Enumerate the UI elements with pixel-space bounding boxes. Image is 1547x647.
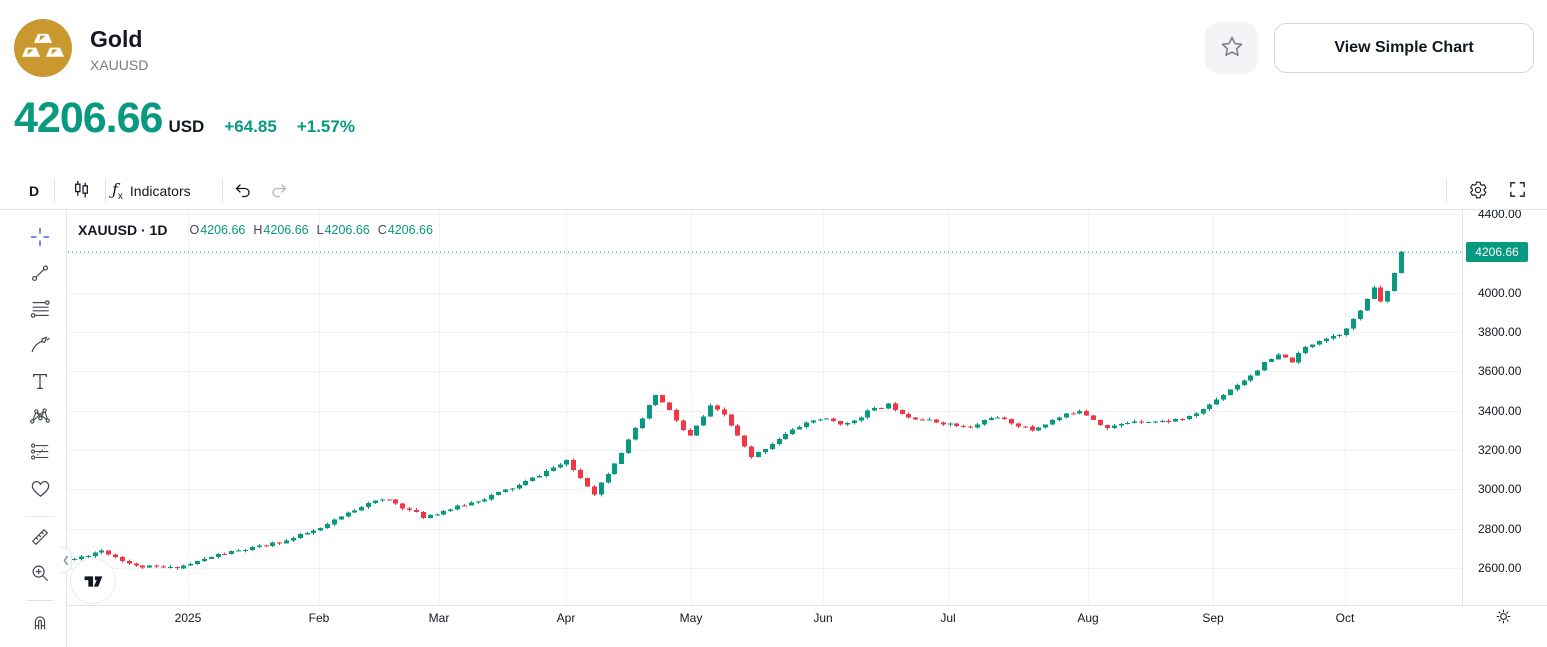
legend-close-value: 4206.66: [387, 223, 433, 237]
legend-high-value: 4206.66: [263, 223, 309, 237]
price-tick-label: 3000.00: [1478, 482, 1522, 497]
undo-button[interactable]: [228, 172, 256, 210]
time-tick-label: Aug: [1077, 611, 1099, 625]
time-tick-label: Oct: [1335, 611, 1355, 625]
time-tick-label: Feb: [308, 611, 330, 625]
gold-symbol-logo-icon: [14, 19, 72, 77]
tool-crosshair-button[interactable]: [24, 222, 56, 254]
price-row: 4206.66 USD +64.85 +1.57%: [14, 94, 355, 143]
toolbar-divider: [54, 179, 55, 203]
fullscreen-icon: [1508, 180, 1527, 202]
legend-low-value: 4206.66: [324, 223, 370, 237]
sidebar-collapse-handle[interactable]: ❮: [61, 547, 72, 573]
tool-ruler-button[interactable]: [24, 522, 56, 554]
price-tick-label: 3600.00: [1478, 364, 1522, 379]
heart-icon: [29, 477, 52, 503]
tool-emoji-button[interactable]: [24, 474, 56, 506]
forecast-icon: [29, 441, 51, 466]
time-tick-label: 2025: [174, 611, 202, 625]
price-tick-label: 3800.00: [1478, 324, 1522, 339]
sun-icon: [1495, 608, 1512, 628]
chart-settings-button[interactable]: [1463, 172, 1493, 210]
tool-magnet-button[interactable]: [24, 607, 56, 639]
time-tick-label: May: [679, 611, 703, 625]
price-tick-label: 4400.00: [1478, 210, 1522, 221]
ruler-icon: [29, 526, 51, 551]
magnet-icon: [29, 611, 51, 636]
tool-text-button[interactable]: [24, 366, 56, 398]
xabcd-pattern-icon: [29, 405, 51, 430]
candlestick-icon: [72, 180, 91, 202]
tool-forecast-button[interactable]: [24, 437, 56, 469]
text-icon: [29, 370, 51, 395]
tradingview-logo[interactable]: [70, 558, 116, 604]
fib-retracement-icon: [29, 298, 51, 323]
sidebar-divider: [26, 600, 54, 601]
toolbar-divider: [105, 179, 106, 203]
time-tick-label: Apr: [556, 611, 576, 625]
toolbar-divider: [1446, 179, 1447, 203]
last-price-label: 4206.66: [1466, 241, 1528, 262]
zoom-in-icon: [29, 562, 51, 587]
trend-line-icon: [29, 262, 51, 287]
brush-icon: [29, 334, 51, 359]
price-tick-label: 4000.00: [1478, 285, 1522, 300]
price-tick-label: 3400.00: [1478, 403, 1522, 418]
price-axis[interactable]: 4400.00 4000.00 3800.00 3600.00 3400.00 3200.…: [1463, 210, 1547, 605]
time-axis[interactable]: 2025 Feb Mar Apr May Jun Jul Aug Sep Oct: [66, 606, 1463, 647]
sidebar-divider: [26, 516, 54, 517]
chart-legend: XAUUSD · 1D O 4206.66 H 4206.66 L 4206.66 C…: [78, 222, 433, 238]
price-change-percent: +1.57%: [296, 117, 355, 136]
price-change-absolute: +64.85: [224, 117, 277, 136]
tool-zoom-in-button[interactable]: [24, 558, 56, 590]
star-icon: [1219, 34, 1245, 63]
current-price: 4206.66: [14, 94, 163, 142]
view-simple-chart-button[interactable]: View Simple Chart: [1274, 23, 1534, 73]
time-tick-label: Jun: [813, 611, 833, 625]
favorite-star-button[interactable]: [1205, 22, 1258, 74]
price-tick-label: 2600.00: [1478, 561, 1522, 576]
tool-fib-retracement-button[interactable]: [24, 294, 56, 326]
symbol-ticker: XAUUSD: [90, 57, 149, 73]
indicators-label: Indicators: [129, 183, 191, 199]
indicators-button[interactable]: ƒx Indicators: [112, 172, 191, 210]
redo-button[interactable]: [266, 172, 294, 210]
tool-brush-button[interactable]: [24, 330, 56, 362]
symbol-name: Gold: [90, 26, 143, 52]
time-tick-label: Jul: [940, 611, 956, 625]
fx-icon: ƒx: [112, 180, 123, 202]
legend-open-label: O: [189, 223, 200, 237]
interval-button[interactable]: D: [20, 172, 48, 210]
time-tick-label: Sep: [1202, 611, 1224, 625]
undo-icon: [232, 180, 252, 203]
fullscreen-button[interactable]: [1502, 172, 1532, 210]
legend-close-label: C: [377, 223, 387, 237]
toolbar-divider: [222, 179, 223, 203]
legend-symbol-interval: XAUUSD · 1D: [78, 222, 168, 238]
redo-icon: [270, 180, 290, 203]
chart-type-candles-button[interactable]: [66, 172, 96, 210]
axis-settings-sun-button[interactable]: [1492, 607, 1514, 629]
currency-label: USD: [168, 117, 205, 136]
legend-low-label: L: [316, 223, 324, 237]
tool-xabcd-pattern-button[interactable]: [24, 401, 56, 433]
crosshair-icon: [28, 225, 52, 252]
legend-high-label: H: [253, 223, 263, 237]
price-tick-label: 3200.00: [1478, 442, 1522, 457]
legend-open-value: 4206.66: [200, 223, 246, 237]
gear-icon: [1468, 180, 1488, 203]
tool-trend-line-button[interactable]: [24, 258, 56, 290]
time-tick-label: Mar: [428, 611, 450, 625]
price-tick-label: 2800.00: [1478, 521, 1522, 536]
